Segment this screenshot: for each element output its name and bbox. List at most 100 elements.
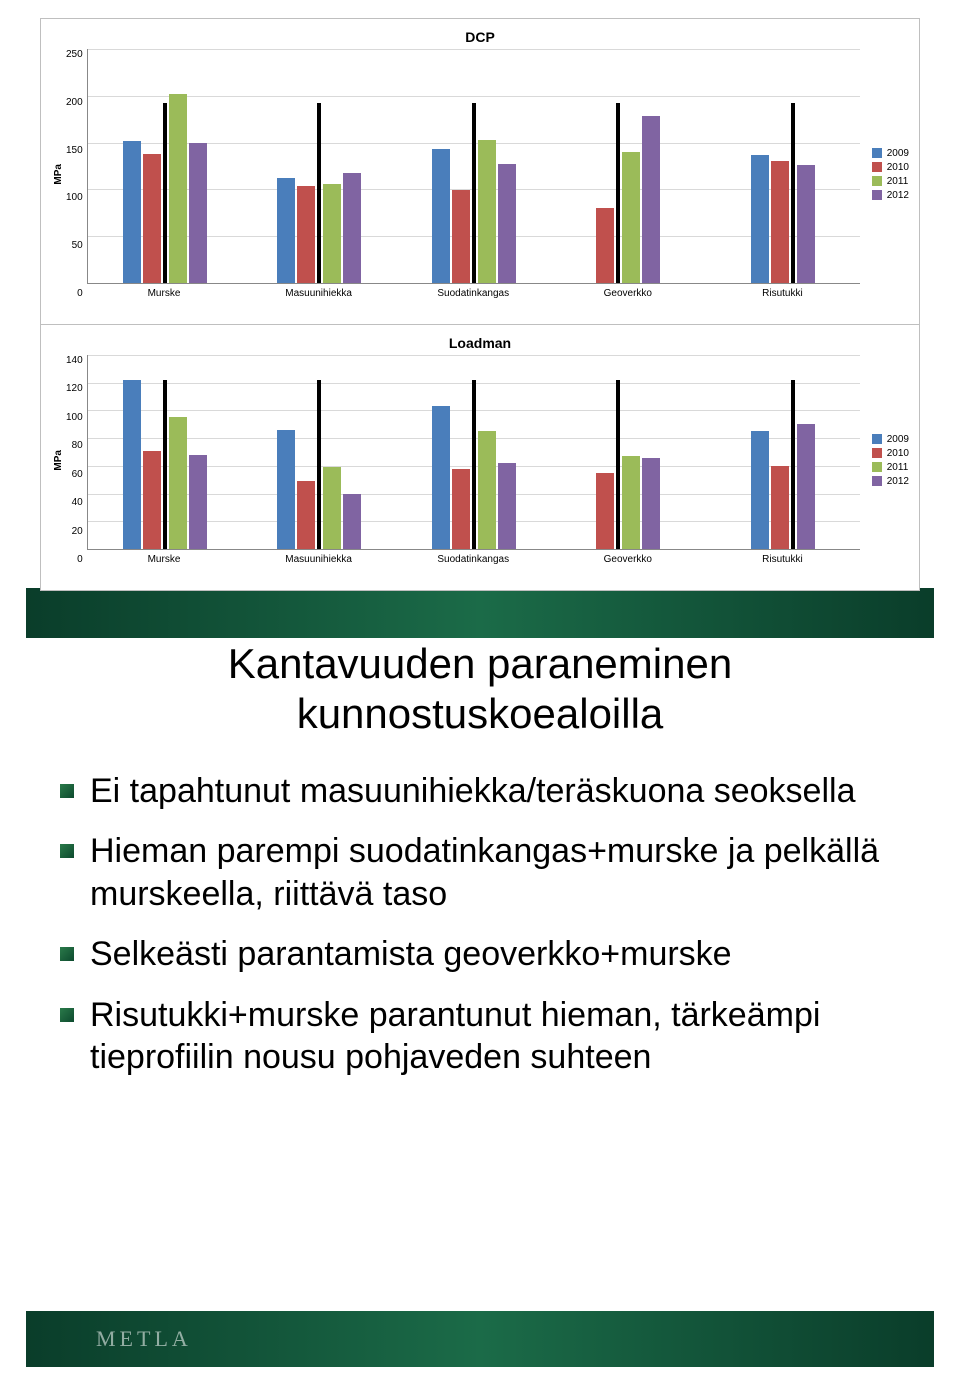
chart-loadman: LoadmanMPa140120100806040200MurskeMasuun… [40, 324, 920, 591]
plot-area [87, 355, 860, 550]
xtick: Suodatinkangas [396, 288, 551, 299]
xtick: Murske [87, 554, 242, 565]
legend-swatch [872, 448, 882, 458]
ytick: 150 [66, 145, 83, 156]
footer-logo: METLA [96, 1326, 192, 1352]
reference-line [163, 380, 167, 549]
legend-label: 2010 [887, 448, 909, 459]
bar [498, 463, 516, 549]
bar [343, 494, 361, 549]
legend-item: 2009 [872, 148, 909, 159]
legend-item: 2010 [872, 162, 909, 173]
bar [189, 455, 207, 549]
legend-item: 2011 [872, 176, 909, 187]
legend-swatch [872, 162, 882, 172]
x-axis: MurskeMasuunihiekkaSuodatinkangasGeoverk… [87, 288, 860, 299]
bar-group [242, 49, 396, 283]
bar-group [551, 49, 705, 283]
bar [771, 161, 789, 283]
reference-line [791, 103, 795, 283]
legend-item: 2011 [872, 462, 909, 473]
bar [297, 186, 315, 283]
legend-swatch [872, 462, 882, 472]
legend-label: 2009 [887, 434, 909, 445]
reference-line [472, 103, 476, 283]
legend-label: 2009 [887, 148, 909, 159]
ytick: 120 [66, 383, 83, 394]
chart-title: DCP [51, 29, 909, 45]
reference-line [616, 103, 620, 283]
legend-label: 2011 [887, 462, 909, 473]
bar [622, 456, 640, 549]
legend-label: 2012 [887, 190, 909, 201]
footer-bar: METLA [26, 1311, 934, 1367]
ytick: 200 [66, 97, 83, 108]
ytick: 60 [66, 469, 83, 480]
bar [189, 143, 207, 283]
bar [277, 178, 295, 283]
ytick: 0 [66, 554, 83, 565]
bar [771, 466, 789, 549]
ylabel: MPa [51, 450, 66, 471]
bar [297, 481, 315, 549]
xtick: Murske [87, 288, 242, 299]
legend-swatch [872, 476, 882, 486]
legend-swatch [872, 434, 882, 444]
bar-group [705, 355, 859, 549]
ytick: 140 [66, 355, 83, 366]
reference-line [317, 380, 321, 549]
bar [596, 473, 614, 549]
legend-item: 2009 [872, 434, 909, 445]
bar [452, 469, 470, 549]
legend: 2009 2010 2011 2012 [872, 431, 909, 490]
bullet-list: Ei tapahtunut masuunihiekka/teräskuona s… [60, 770, 900, 1079]
xtick: Masuunihiekka [241, 554, 396, 565]
heading-line2: kunnostuskoealoilla [297, 690, 664, 737]
xtick: Geoverkko [551, 554, 706, 565]
ytick: 250 [66, 49, 83, 60]
bar-group [88, 49, 242, 283]
y-axis: 250200150100500 [66, 49, 87, 299]
bar-group [551, 355, 705, 549]
bar [478, 431, 496, 549]
bar [432, 149, 450, 283]
bar [143, 451, 161, 549]
reference-line [472, 380, 476, 549]
ytick: 0 [66, 288, 83, 299]
bar [751, 155, 769, 283]
bar [169, 94, 187, 283]
bar [622, 152, 640, 283]
bar-group [705, 49, 859, 283]
bar [123, 380, 141, 549]
bar-group [242, 355, 396, 549]
bullet-item: Selkeästi parantamista geoverkko+murske [60, 933, 900, 976]
bar-group [397, 355, 551, 549]
xtick: Geoverkko [551, 288, 706, 299]
bar [596, 208, 614, 283]
bar [478, 140, 496, 283]
legend-label: 2010 [887, 162, 909, 173]
text-slide: Kantavuuden paraneminen kunnostuskoealoi… [0, 599, 960, 1117]
legend-item: 2012 [872, 190, 909, 201]
bar [323, 467, 341, 549]
heading-line1: Kantavuuden paraneminen [228, 640, 732, 687]
legend-swatch [872, 148, 882, 158]
legend-item: 2010 [872, 448, 909, 459]
bar [797, 165, 815, 283]
ytick: 50 [66, 240, 83, 251]
bar [143, 154, 161, 283]
ylabel: MPa [51, 164, 66, 185]
bullet-item: Ei tapahtunut masuunihiekka/teräskuona s… [60, 770, 900, 813]
reference-line [791, 380, 795, 549]
bar [452, 190, 470, 283]
charts-container: DCPMPa250200150100500MurskeMasuunihiekka… [0, 18, 960, 591]
legend-item: 2012 [872, 476, 909, 487]
xtick: Suodatinkangas [396, 554, 551, 565]
reference-line [163, 103, 167, 283]
bullet-item: Hieman parempi suodatinkangas+murske ja … [60, 830, 900, 915]
bar [323, 184, 341, 283]
ytick: 40 [66, 497, 83, 508]
bar [123, 141, 141, 283]
legend-swatch [872, 176, 882, 186]
bar [169, 417, 187, 549]
